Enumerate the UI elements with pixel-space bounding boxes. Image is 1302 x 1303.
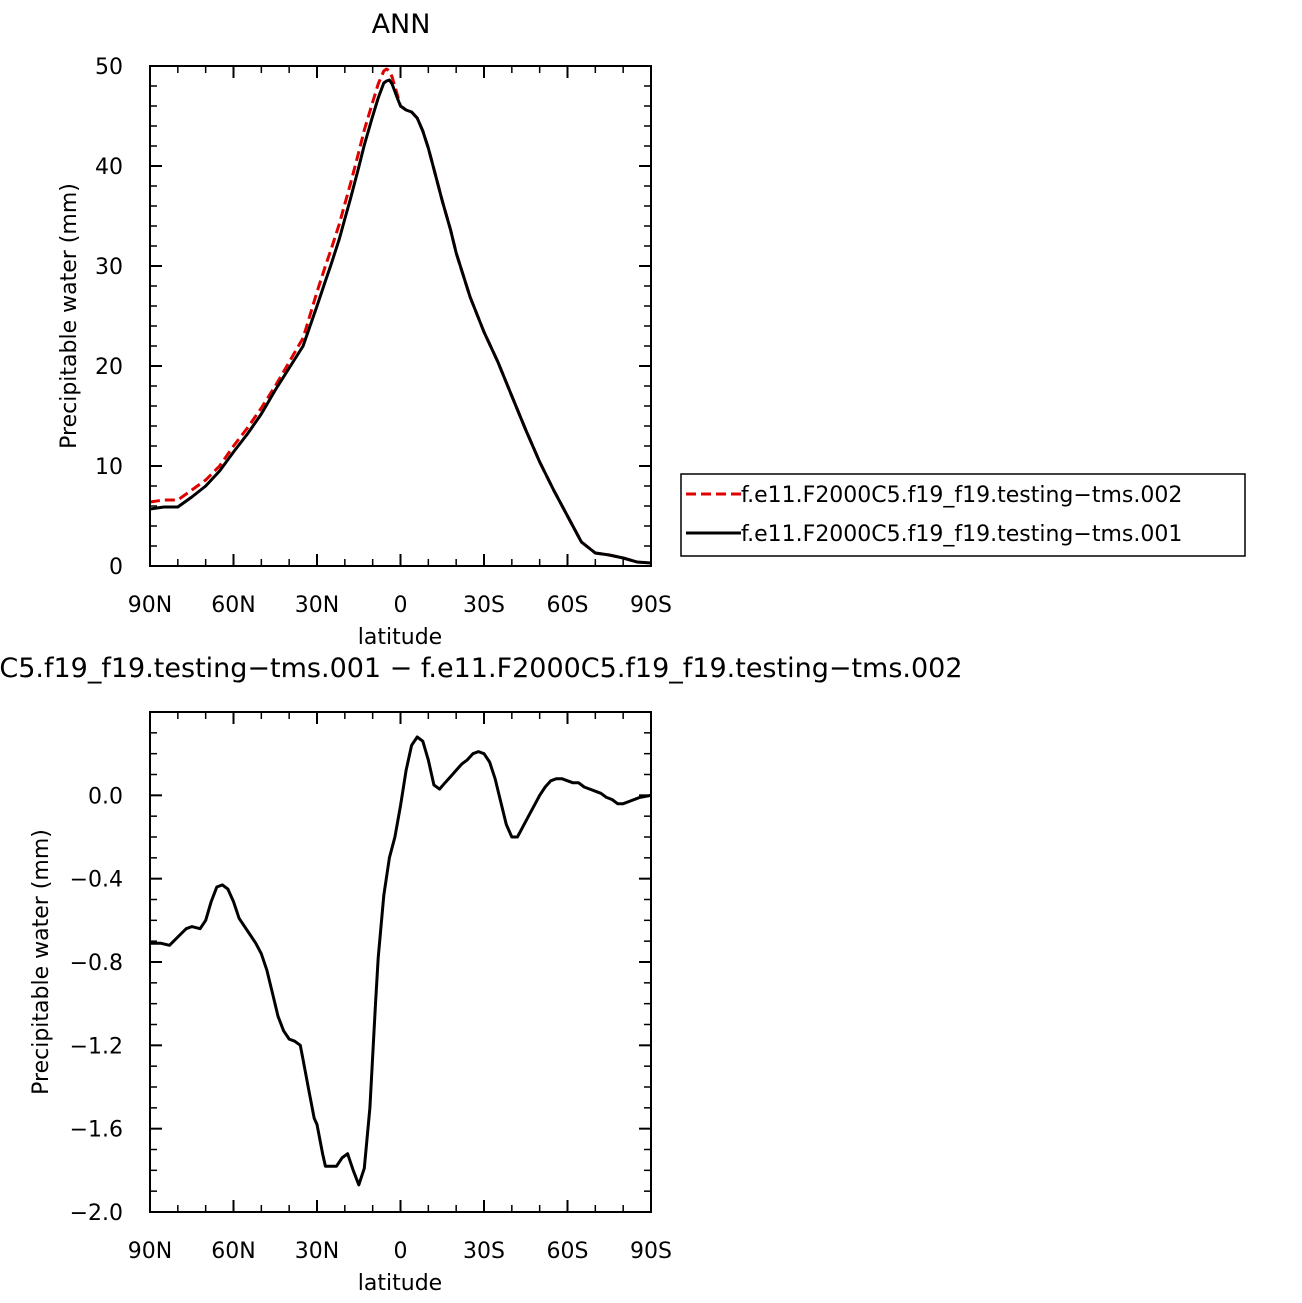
bottom-chart-y-tick-labels: −2.0 −1.6 −1.2 −0.8 −0.4 0.0 [70, 784, 123, 1226]
x-tick-label: 90S [630, 1239, 672, 1264]
top-chart-y-axis-title: Precipitable water (mm) [57, 183, 82, 449]
chart0-series-0-line [149, 67, 652, 565]
bottom-chart-x-tick-labels: 90N 60N 30N 0 30S 60S 90S [128, 1239, 672, 1264]
x-tick-label: 90N [128, 593, 172, 618]
bottom-chart-y-axis-title: Precipitable water (mm) [29, 829, 54, 1095]
top-chart-title: ANN [372, 9, 431, 40]
y-tick-label: −1.2 [70, 1034, 123, 1059]
x-tick-label: 0 [394, 593, 408, 618]
x-tick-label: 60N [211, 1239, 255, 1264]
y-tick-label: 40 [95, 155, 123, 180]
y-tick-label: 0.0 [88, 784, 123, 809]
chart0-series-1-line [149, 78, 652, 565]
bottom-chart-ticks [149, 711, 652, 1213]
top-chart: ANN 90N 60N 30N 0 30S 60S 90S 0 10 20 30 40 50 lati… [57, 9, 1246, 650]
y-tick-label: 0 [109, 555, 123, 580]
y-tick-label: 10 [95, 455, 123, 480]
y-tick-label: −0.8 [70, 951, 123, 976]
top-chart-x-axis-title: latitude [358, 625, 442, 650]
legend-label-series-002: f.e11.F2000C5.f19_f19.testing−tms.002 [741, 483, 1182, 508]
x-tick-label: 30S [463, 593, 505, 618]
x-tick-label: 30S [463, 1239, 505, 1264]
y-tick-label: 20 [95, 355, 123, 380]
legend-label-series-001: f.e11.F2000C5.f19_f19.testing−tms.001 [741, 522, 1182, 547]
bottom-plot-frame [149, 711, 652, 1213]
bottom-chart-x-axis-title: latitude [358, 1271, 442, 1296]
top-chart-y-tick-labels: 0 10 20 30 40 50 [95, 55, 123, 580]
top-chart-x-tick-labels: 90N 60N 30N 0 30S 60S 90S [128, 593, 672, 618]
x-tick-label: 60S [547, 1239, 589, 1264]
legend: f.e11.F2000C5.f19_f19.testing−tms.002 f.… [680, 473, 1246, 557]
x-tick-label: 60S [547, 593, 589, 618]
x-tick-label: 30N [295, 1239, 339, 1264]
x-tick-label: 60N [211, 593, 255, 618]
y-tick-label: 50 [95, 55, 123, 80]
bottom-chart: f.e11.F2000C5.f19_f19.testing−tms.001 − … [0, 653, 963, 1296]
x-tick-label: 0 [394, 1239, 408, 1264]
x-tick-label: 90S [630, 593, 672, 618]
y-tick-label: −2.0 [70, 1201, 123, 1226]
y-tick-label: −0.4 [70, 868, 123, 893]
y-tick-label: 30 [95, 255, 123, 280]
legend-box [680, 473, 1246, 557]
bottom-chart-title: f.e11.F2000C5.f19_f19.testing−tms.001 − … [0, 653, 963, 684]
chart1-series-0-line [150, 735, 652, 1187]
x-tick-label: 30N [295, 593, 339, 618]
top-chart-ticks [149, 65, 652, 567]
x-tick-label: 90N [128, 1239, 172, 1264]
bottom-chart-series [150, 735, 652, 1187]
y-tick-label: −1.6 [70, 1118, 123, 1143]
top-plot-frame [149, 65, 652, 567]
top-chart-series [149, 67, 652, 565]
